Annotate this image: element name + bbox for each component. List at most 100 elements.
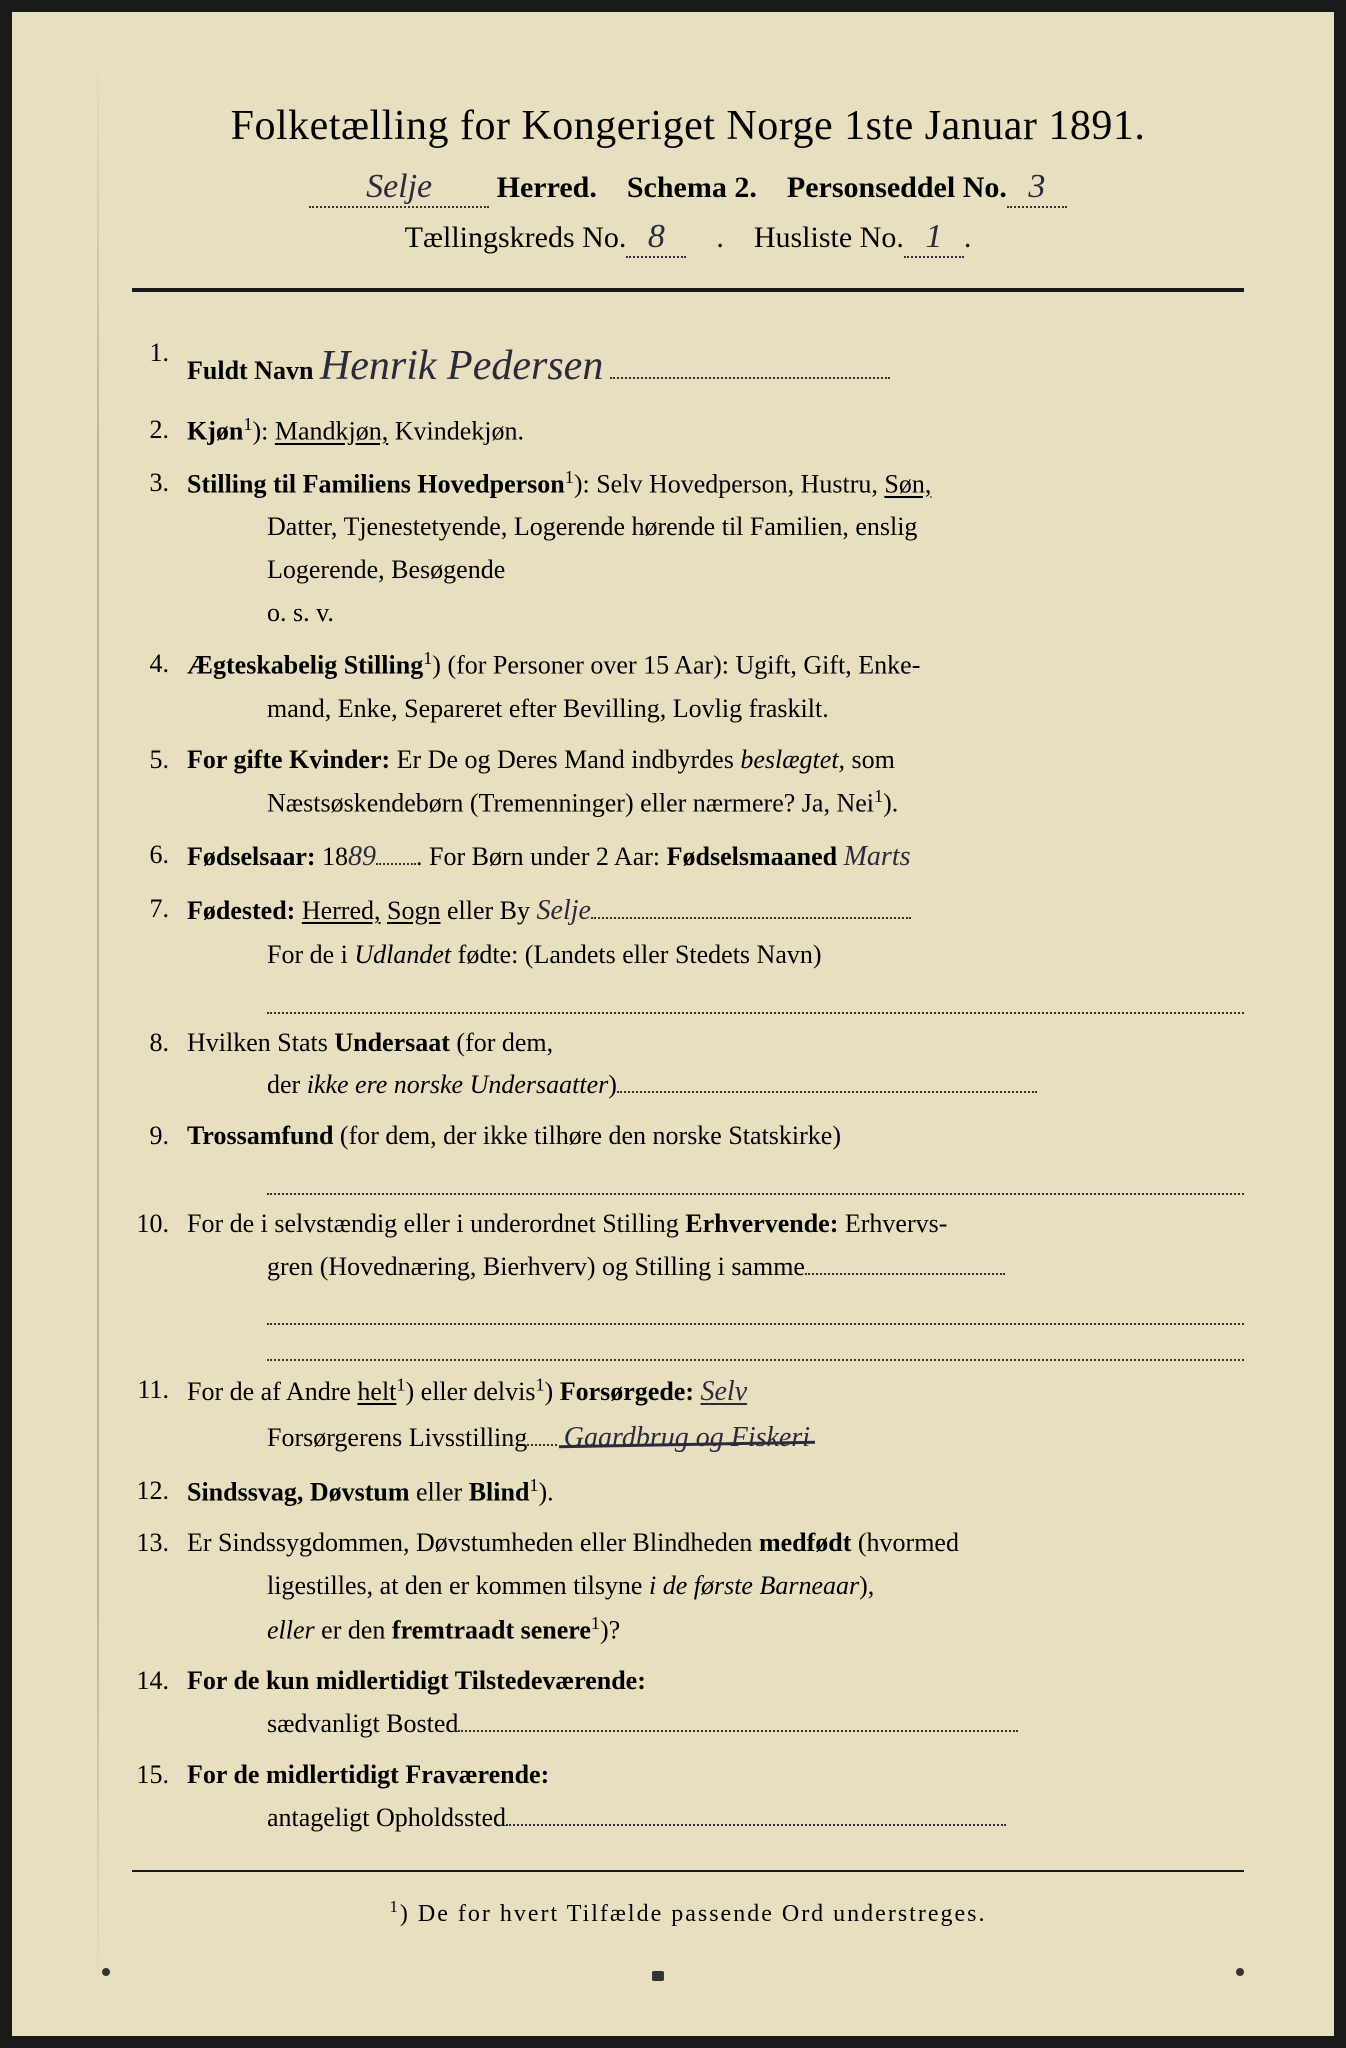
text3: )? <box>600 1616 620 1645</box>
line2: Forsørgerens Livsstilling Gaardbrug og F… <box>267 1415 1244 1461</box>
label: Fødested: <box>187 896 295 925</box>
text1: . For Børn under 2 Aar: <box>416 842 667 871</box>
line2: sædvanligt Bosted <box>267 1703 1244 1746</box>
item-7: 7. Fødested: Herred, Sogn eller By Selje… <box>132 888 1244 1013</box>
fill <box>527 1444 557 1446</box>
page-title: Folketælling for Kongeriget Norge 1ste J… <box>132 102 1244 150</box>
ink-mark <box>102 1968 110 1976</box>
item-num: 4. <box>132 643 187 730</box>
fill <box>610 377 890 379</box>
husliste-label: Husliste No. <box>754 221 904 254</box>
italic: ikke ere norske Undersaatter <box>307 1070 609 1099</box>
italic: beslægtet, <box>740 745 845 774</box>
item-body: Fødested: Herred, Sogn eller By Selje Fo… <box>187 888 1244 1013</box>
line2-text: gren (Hovednæring, Bierhverv) og Stillin… <box>267 1252 805 1281</box>
schema-label: Schema 2. <box>627 171 757 204</box>
item-body: Fødselsaar: 1889. For Børn under 2 Aar: … <box>187 834 1244 880</box>
text3: ). <box>883 789 898 818</box>
item-body: Sindssvag, Døvstum eller Blind1). <box>187 1470 1244 1515</box>
item-body: For de af Andre helt1) eller delvis1) Fo… <box>187 1369 1244 1461</box>
item-body: Stilling til Familiens Hovedperson1): Se… <box>187 462 1244 635</box>
label: Fødselsaar: <box>187 842 316 871</box>
footnote-sup: 1 <box>390 1897 400 1916</box>
text2: ) eller delvis <box>406 1377 536 1406</box>
sup: 1 <box>529 1475 538 1495</box>
kreds-blank: 8 <box>626 218 686 258</box>
label: For gifte Kvinder: <box>187 745 390 774</box>
hw2: Gaardbrug og Fiskeri <box>564 1415 810 1461</box>
line2-text: Forsørgerens Livsstilling <box>267 1423 527 1452</box>
line2: For de i Udlandet fødte: (Landets eller … <box>267 934 1244 977</box>
item-2: 2. Kjøn1): Mandkjøn, Kvindekjøn. <box>132 409 1244 454</box>
line2a: ligestilles, at den er kommen tilsyne <box>267 1571 649 1600</box>
item-1: 1. Fuldt Navn Henrik Pedersen <box>132 332 1244 401</box>
line2: antageligt Opholdssted <box>267 1797 1244 1840</box>
label1: Sindssvag, <box>187 1477 303 1506</box>
text1: (for dem, der ikke tilhøre den norske St… <box>333 1121 841 1150</box>
husliste-no-hw: 1 <box>925 218 942 256</box>
line3: Logerende, Besøgende <box>267 549 1244 592</box>
item-10: 10. For de i selvstændig eller i underor… <box>132 1203 1244 1362</box>
item-num: 9. <box>132 1115 187 1194</box>
month-hw: Marts <box>844 834 911 880</box>
text2: ). <box>539 1477 554 1506</box>
label: Kjøn <box>187 417 243 446</box>
label: Trossamfund <box>187 1121 333 1150</box>
text: ) (for Personer over 15 Aar): Ugift, Gif… <box>432 651 920 680</box>
item-15: 15. For de midlertidigt Fraværende: anta… <box>132 1754 1244 1840</box>
italic1: i de første Barneaar <box>649 1571 859 1600</box>
item-num: 7. <box>132 888 187 1013</box>
form-list: 1. Fuldt Navn Henrik Pedersen 2. Kjøn1):… <box>132 332 1244 1840</box>
label: Erhvervende: <box>685 1209 838 1238</box>
sup: 1 <box>565 467 574 487</box>
item-11: 11. For de af Andre helt1) eller delvis1… <box>132 1369 1244 1461</box>
label: Ægteskabelig Stilling <box>187 651 423 680</box>
person-label: Personseddel No. <box>787 171 1007 204</box>
item-body: For gifte Kvinder: Er De og Deres Mand i… <box>187 739 1244 826</box>
line2: mand, Enke, Separeret efter Bevilling, L… <box>267 688 1244 731</box>
sup: 1 <box>591 1613 600 1633</box>
dotted-blank: Selje <box>309 168 489 208</box>
header-row-1: Selje Herred. Schema 2. Personseddel No.… <box>132 168 1244 208</box>
text1: For de af Andre <box>187 1377 357 1406</box>
label2: fremtraadt senere <box>392 1616 591 1645</box>
fill <box>591 917 911 919</box>
person-no-hw: 3 <box>1028 168 1045 206</box>
item-body: Kjøn1): Mandkjøn, Kvindekjøn. <box>187 409 1244 454</box>
text1: Hvilken Stats <box>187 1028 334 1057</box>
fill <box>506 1824 1006 1826</box>
line2-text: Næstsøskendebørn (Tremenninger) eller næ… <box>267 789 874 818</box>
line3b: er den <box>315 1616 392 1645</box>
fill <box>805 1273 1005 1275</box>
item-num: 12. <box>132 1470 187 1515</box>
text: ): Selv Hovedperson, Hustru, <box>574 470 885 499</box>
line2b: ), <box>859 1571 874 1600</box>
husliste-blank: 1 <box>904 218 964 258</box>
line2a: der <box>267 1070 307 1099</box>
item-num: 11. <box>132 1369 187 1461</box>
item-num: 13. <box>132 1522 187 1652</box>
text2: som <box>845 745 895 774</box>
opt2: Kvindekjøn. <box>395 417 524 446</box>
name-hw: Henrik Pedersen <box>320 332 603 401</box>
item-body: For de kun midlertidigt Tilstedeværende:… <box>187 1660 1244 1746</box>
u2: Sogn <box>387 896 440 925</box>
item-num: 6. <box>132 834 187 880</box>
item-num: 3. <box>132 462 187 635</box>
place-hw: Selje <box>537 888 591 934</box>
line2b: fødte: (Landets eller Stedets Navn) <box>451 940 821 969</box>
sup2: 1 <box>535 1375 544 1395</box>
header-row-2: Tællingskreds No.8 . Husliste No.1. <box>132 218 1244 258</box>
line3: eller er den fremtraadt senere1)? <box>267 1608 1244 1653</box>
text1: Er Sindssygdommen, Døvstumheden eller Bl… <box>187 1528 759 1557</box>
ink-mark <box>1236 1968 1244 1976</box>
item-body: Trossamfund (for dem, der ikke tilhøre d… <box>187 1115 1244 1194</box>
text1: eller <box>410 1477 469 1506</box>
person-no-blank: 3 <box>1007 168 1067 208</box>
header-rule <box>132 288 1244 292</box>
italic: Udlandet <box>354 940 451 969</box>
item-13: 13. Er Sindssygdommen, Døvstumheden elle… <box>132 1522 1244 1652</box>
blank-line <box>267 1325 1244 1361</box>
item-8: 8. Hvilken Stats Undersaat (for dem, der… <box>132 1022 1244 1108</box>
label: For de kun midlertidigt Tilstedeværende: <box>187 1666 646 1695</box>
